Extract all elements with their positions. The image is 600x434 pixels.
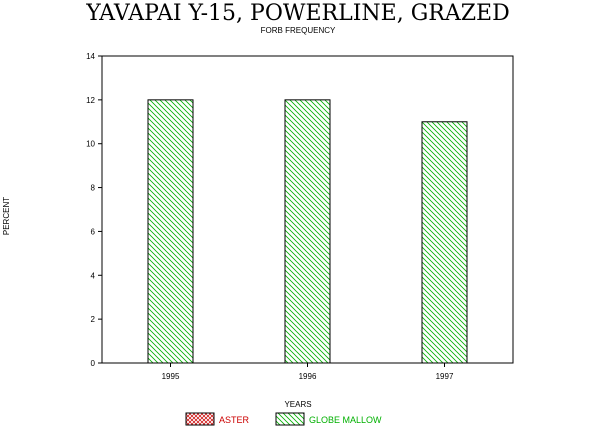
y-tick-label: 8 xyxy=(91,184,96,193)
legend: ASTER GLOBE MALLOW xyxy=(185,412,382,426)
x-tick-label: 1996 xyxy=(299,372,317,381)
y-tick-label: 12 xyxy=(86,96,95,105)
x-axis-label: YEARS xyxy=(284,400,311,409)
legend-label: GLOBE MALLOW xyxy=(309,415,382,425)
y-axis: 0 2 4 6 8 10 12 14 xyxy=(86,52,102,368)
legend-swatch xyxy=(185,412,215,426)
bars xyxy=(147,99,468,364)
y-tick-label: 6 xyxy=(91,227,96,236)
chart-subtitle: FORB FREQUENCY xyxy=(261,26,336,35)
legend-swatch xyxy=(275,412,305,426)
bar-globe-mallow-1997 xyxy=(421,121,468,364)
bar-globe-mallow-1996 xyxy=(284,99,331,364)
x-tick-label: 1997 xyxy=(436,372,454,381)
chart-title: YAVAPAI Y-15, POWERLINE, GRAZED xyxy=(85,1,509,26)
y-tick-label: 14 xyxy=(86,52,95,61)
y-tick-label: 0 xyxy=(91,359,96,368)
y-tick-label: 10 xyxy=(86,140,95,149)
y-tick-label: 4 xyxy=(91,271,96,280)
legend-label: ASTER xyxy=(219,415,250,425)
y-tick-label: 2 xyxy=(91,315,96,324)
x-tick-label: 1995 xyxy=(162,372,180,381)
x-axis: 1995 1996 1997 xyxy=(162,363,454,381)
y-axis-label: PERCENT xyxy=(2,197,11,235)
bar-globe-mallow-1995 xyxy=(147,99,194,364)
